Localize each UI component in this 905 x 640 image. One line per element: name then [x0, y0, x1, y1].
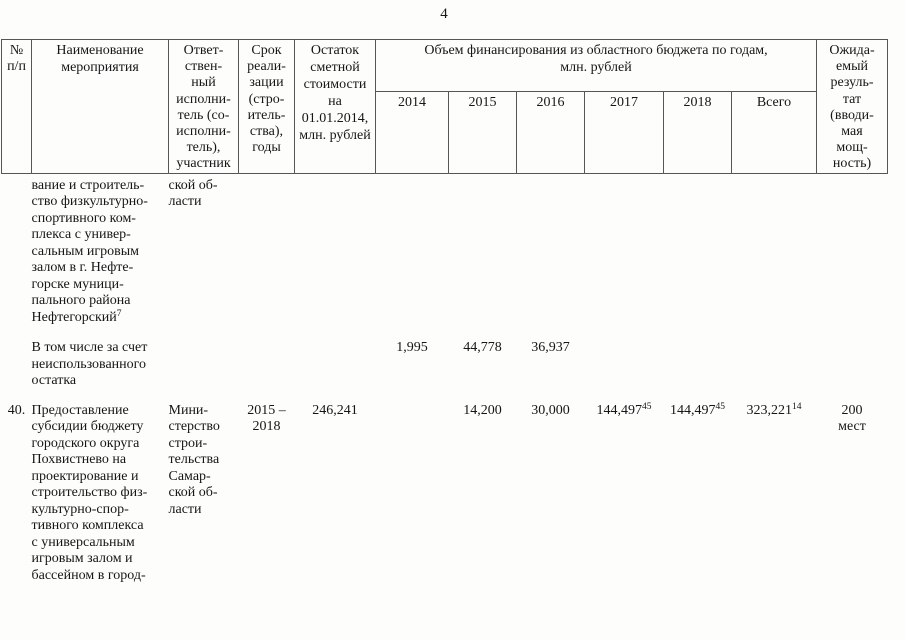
header-year-2016: 2016	[516, 90, 585, 174]
header-name: Наименование мероприятия	[31, 39, 169, 174]
table-row-including: В том числе за счет неиспользованного ос…	[2, 340, 888, 403]
header-remaining-cost: Остаток сметной стоимости на 01.01.2014,…	[294, 39, 376, 174]
continuation-executor: ской об- ласти	[168, 177, 218, 210]
header-year-2017: 2017	[584, 90, 664, 174]
including-name: В том числе за счет неиспользованного ос…	[31, 340, 148, 389]
header-expected-result: Ожида- емый резуль- тат (вводи- мая мощ-…	[816, 39, 889, 174]
row40-2014-value	[376, 403, 449, 585]
row40-name: Предоставление субсидии бюджету городско…	[31, 402, 148, 583]
header-term: Срок реали- зации (стро- итель- ства), г…	[238, 39, 295, 174]
table-row-40: 40. Предоставление субсидии бюджету горо…	[2, 401, 888, 585]
header-year-2015: 2015	[448, 90, 517, 174]
including-2015-value: 44,778	[463, 340, 502, 356]
row40-total-value: 323,22114	[746, 401, 802, 418]
financing-table: № п/п Наименование мероприятия Ответ- ст…	[1, 39, 889, 584]
header-year-2018: 2018	[663, 90, 732, 174]
row40-number: 40.	[7, 402, 26, 418]
including-2016-value: 36,937	[531, 340, 570, 356]
header-year-total: Всего	[730, 90, 818, 174]
table-header: № п/п Наименование мероприятия Ответ- ст…	[1, 39, 889, 174]
footnote-marker: 45	[642, 401, 652, 412]
continuation-name-text: вание и строитель- ство физкультурно- сп…	[31, 177, 148, 309]
continuation-name-lastline: Нефтегорский7	[31, 308, 122, 325]
row40-2016-value: 30,000	[531, 402, 570, 418]
continuation-name: вание и строитель- ство физкультурно- сп…	[32, 173, 169, 340]
page-number: 4	[440, 6, 448, 22]
row40-expected-result: 200 мест	[838, 402, 866, 435]
row40-2017-value: 144,49745	[596, 401, 652, 418]
header-year-2014: 2014	[375, 90, 449, 174]
footnote-marker: 14	[792, 401, 802, 412]
table-body: вание и строитель- ство физкультурно- сп…	[2, 173, 888, 584]
footnote-marker: 7	[116, 308, 122, 319]
footnote-marker: 45	[715, 401, 726, 412]
header-funding-group: Объем финансирования из областного бюдже…	[374, 39, 818, 92]
row40-executor: Мини- стерство строи- тельства Самар- ск…	[168, 402, 220, 517]
row40-remaining-cost: 246,241	[312, 402, 358, 418]
row40-term: 2015 – 2018	[247, 402, 286, 435]
row40-2018-value: 144,49745	[670, 401, 726, 418]
table-row-continuation: вание и строитель- ство физкультурно- сп…	[2, 173, 888, 340]
header-executor: Ответ- ствен- ный исполни- тель (со- исп…	[168, 39, 239, 174]
header-num: № п/п	[1, 39, 32, 174]
row40-2015-value: 14,200	[463, 402, 502, 418]
including-2014-value: 1,995	[396, 340, 428, 356]
